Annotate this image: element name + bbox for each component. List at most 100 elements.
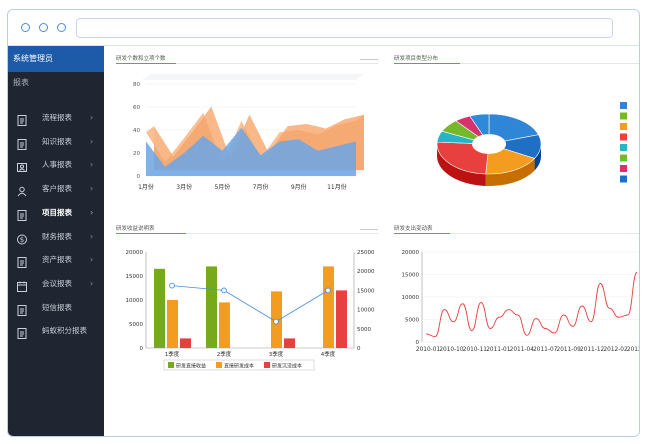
legend-swatch xyxy=(168,362,174,368)
pie-slice-side xyxy=(534,143,541,171)
bar xyxy=(336,290,347,348)
panel-rd-expense: 研发支出变动表 0 5000 10000 15000 20000 2010-01 2010-… xyxy=(394,224,639,374)
line-series xyxy=(171,285,329,323)
line-series xyxy=(425,271,638,338)
x-tick-label: 3季度 xyxy=(269,350,284,358)
panel-title: 研发项目类型分布 xyxy=(394,56,439,62)
sidebar-item[interactable]: 资产报表 › xyxy=(8,248,104,272)
y2-tick-label: 5000 xyxy=(357,327,371,333)
y-tick-label: 15000 xyxy=(402,273,420,279)
bar xyxy=(284,338,295,348)
x-tick-label: 2010-01 xyxy=(416,347,441,353)
x-tick-label: 2012-05 xyxy=(627,347,639,353)
sidebar-item-label: 蚂蚁积分报表 xyxy=(42,326,87,336)
panel-rd-revenue: 研发收益说明表 0 5000 10000 15000 20000 0 5000 10000 15… xyxy=(116,224,378,374)
x-tick-label: 2010-11 xyxy=(463,347,488,353)
sidebar-item-label: 会议报表 xyxy=(42,278,72,288)
pie-slice-side xyxy=(437,145,486,186)
sidebar-item[interactable]: $ 财务报表 › xyxy=(8,225,104,249)
x-tick-label: 1月份 xyxy=(138,183,154,191)
y-tick-label: 20 xyxy=(133,151,140,157)
legend-swatch xyxy=(620,133,627,141)
area-series xyxy=(146,127,356,176)
document-icon xyxy=(17,207,27,221)
sidebar-item[interactable]: 会议报表 › xyxy=(8,272,104,296)
line-point xyxy=(325,287,331,294)
legend-label: 直接研发成本 xyxy=(224,363,254,370)
y-tick-label: 10000 xyxy=(126,298,144,304)
legend-swatch xyxy=(620,102,627,109)
chevron-right-icon: › xyxy=(90,207,94,217)
window-dot-icon[interactable] xyxy=(39,23,48,32)
y2-tick-label: 0 xyxy=(357,346,361,352)
y-tick-label: 20000 xyxy=(126,250,144,256)
panel-title: 研发个数和立项个数 xyxy=(116,56,166,62)
y-tick-label: 15000 xyxy=(126,274,144,280)
sidebar: 系统管理员 报表 流程报表 › 知识报表 › 人事报表 › 客户报表 › 项目报表 › $ 财务报表 ›… xyxy=(8,46,104,436)
panel-accent xyxy=(116,232,186,234)
pie-slice-side xyxy=(485,158,535,186)
panel-divider xyxy=(116,233,378,234)
legend-swatch xyxy=(216,362,222,368)
sidebar-item[interactable]: 客户报表 › xyxy=(8,177,104,201)
dollar-icon: $ xyxy=(17,231,27,244)
sidebar-item[interactable]: 人事报表 › xyxy=(8,153,104,177)
x-tick-label: 3月份 xyxy=(176,183,192,191)
chevron-right-icon: › xyxy=(90,231,94,241)
panel-accent xyxy=(116,62,176,64)
bar xyxy=(219,302,230,348)
sidebar-header: 系统管理员 xyxy=(8,46,104,72)
panel-divider xyxy=(394,233,639,234)
document-icon xyxy=(17,325,27,340)
sidebar-item[interactable]: 短信报表 xyxy=(8,296,104,320)
sidebar-item[interactable]: 项目报表 › xyxy=(8,201,104,225)
main-content: 研发个数和立项个数 0 20 40 60 80 1月份 3月份 5月份 7月份 9月份 11月份 研… xyxy=(104,46,639,436)
x-tick-label: 11月份 xyxy=(327,183,347,191)
sidebar-item-label: 客户报表 xyxy=(42,184,72,194)
browser-toolbar xyxy=(8,10,639,46)
x-tick-label: 2011-12 xyxy=(580,347,605,353)
sidebar-item-label: 人事报表 xyxy=(42,160,72,170)
sidebar-item-label: 财务报表 xyxy=(42,231,72,241)
document-icon xyxy=(17,136,27,150)
document-icon xyxy=(17,302,27,316)
document-icon xyxy=(17,254,27,269)
line-point xyxy=(221,287,227,294)
chevron-right-icon: › xyxy=(90,113,94,122)
panel-accent xyxy=(394,62,460,64)
y-tick-label: 5000 xyxy=(129,322,143,328)
sidebar-item[interactable]: 知识报表 › xyxy=(8,130,104,154)
pie-slice xyxy=(488,113,539,142)
x-tick-label: 1季度 xyxy=(165,350,180,358)
chart-wall xyxy=(142,74,364,80)
browser-window: 系统管理员 报表 流程报表 › 知识报表 › 人事报表 › 客户报表 › 项目报表 › $ 财务报表 ›… xyxy=(7,9,640,437)
legend-swatch xyxy=(620,165,627,172)
x-tick-label: 4季度 xyxy=(321,350,336,358)
download-icon[interactable] xyxy=(360,59,378,63)
calendar-icon xyxy=(17,278,27,292)
y-tick-label: 0 xyxy=(140,346,144,352)
y2-tick-label: 15000 xyxy=(357,288,375,294)
y-tick-label: 0 xyxy=(416,340,420,346)
window-dot-icon[interactable] xyxy=(57,23,66,32)
x-tick-label: 9月份 xyxy=(291,183,307,191)
legend-swatch xyxy=(620,112,627,120)
x-tick-label: 5月份 xyxy=(214,183,230,191)
panel-rd-type: 研发项目类型分布 xyxy=(394,54,639,204)
sidebar-item-label: 知识报表 xyxy=(42,136,72,146)
address-bar[interactable] xyxy=(76,18,613,38)
chevron-right-icon: › xyxy=(90,136,94,146)
legend-swatch xyxy=(620,123,627,130)
y-tick-label: 40 xyxy=(133,128,140,134)
pie-chart xyxy=(436,102,627,186)
legend-label: 研发直接收益 xyxy=(176,363,206,370)
bar-line-chart: 0 5000 10000 15000 20000 0 5000 10000 15000 20000… xyxy=(126,250,375,371)
sidebar-item[interactable]: 蚂蚁积分报表 xyxy=(8,319,104,343)
window-dot-icon[interactable] xyxy=(21,23,30,32)
bar xyxy=(154,268,165,348)
chevron-right-icon: › xyxy=(90,184,94,194)
sidebar-item[interactable]: 流程报表 › xyxy=(8,106,104,130)
area-top-ribbon xyxy=(146,106,364,165)
legend-label: 研发沉没成本 xyxy=(272,363,302,370)
download-icon[interactable] xyxy=(360,229,378,233)
